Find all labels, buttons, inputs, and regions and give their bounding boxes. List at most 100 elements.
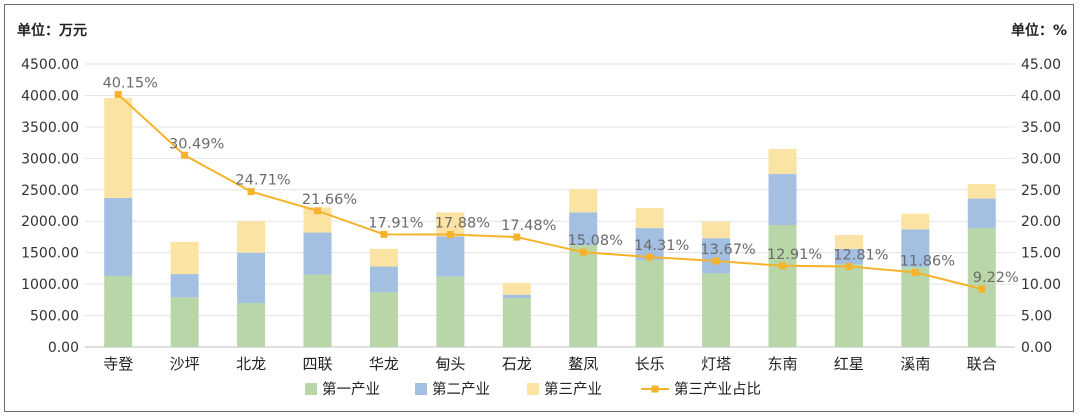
ratio-marker: [513, 233, 521, 241]
ratio-marker: [579, 248, 587, 256]
category-label: 四联: [302, 355, 332, 373]
bar-segment-1: [436, 276, 465, 347]
legend-label: 第三产业: [544, 380, 602, 398]
right-tick-label: 0.00: [1021, 340, 1052, 356]
bar-segment-1: [104, 275, 133, 347]
category-label: 溪南: [900, 355, 930, 373]
category-label: 联合: [967, 355, 997, 373]
ratio-data-label: 15.08%: [568, 233, 623, 249]
ratio-marker: [114, 91, 122, 99]
ratio-marker: [380, 230, 388, 238]
left-tick-label: 2500.00: [21, 183, 79, 199]
category-label: 甸头: [435, 355, 465, 373]
bar-segment-1: [569, 245, 598, 347]
category-label: 红星: [834, 355, 864, 373]
right-tick-label: 5.00: [1021, 309, 1052, 325]
gridlines: [85, 63, 1015, 348]
ratio-marker: [911, 268, 919, 276]
bar-segment-3: [635, 208, 664, 229]
bar-segment-3: [104, 97, 133, 198]
ratio-data-label: 11.86%: [900, 253, 955, 269]
legend-label: 第三产业占比: [674, 380, 761, 398]
bar-segment-2: [967, 198, 996, 229]
bar-segment-2: [502, 294, 531, 298]
right-axis-unit: 单位：%: [1011, 22, 1067, 39]
ratio-data-label: 17.88%: [435, 216, 490, 232]
right-tick-label: 40.00: [1021, 88, 1061, 104]
left-tick-label: 500.00: [30, 309, 79, 325]
ratio-marker: [646, 253, 654, 261]
category-label: 长乐: [635, 355, 665, 373]
ratio-data-label: 12.81%: [833, 247, 888, 263]
ratio-line-layer: 40.15% 30.49% 24.71% 21.66% 17.91% 17.88% 17.4…: [103, 76, 1019, 293]
bar-segment-1: [901, 267, 930, 347]
ratio-data-label: 13.67%: [700, 242, 755, 258]
legend: 第一产业 第二产业 第三产业 第三产业占比: [305, 380, 761, 398]
bar-segment-2: [702, 238, 731, 274]
right-tick-label: 10.00: [1021, 277, 1061, 293]
right-tick-label: 25.00: [1021, 183, 1061, 199]
category-label: 石龙: [502, 355, 532, 373]
category-label: 鳌凤: [568, 355, 598, 373]
bar-segment-3: [901, 213, 930, 230]
ratio-data-label: 21.66%: [302, 192, 357, 208]
ratio-data-label: 30.49%: [169, 136, 224, 152]
bar-segment-3: [369, 248, 398, 267]
ratio-line: [117, 93, 983, 290]
bar-segment-1: [702, 273, 731, 347]
left-axis-unit: 单位：万元: [17, 22, 87, 39]
left-tick-label: 4500.00: [21, 57, 79, 73]
left-tick-label: 1500.00: [21, 246, 79, 262]
chart-frame: 40.15% 30.49% 24.71% 21.66% 17.91% 17.88% 17.4…: [4, 4, 1074, 412]
right-tick-label: 45.00: [1021, 57, 1061, 73]
bar-segment-1: [502, 297, 531, 347]
bar-segment-1: [834, 263, 863, 347]
bar-segment-2: [901, 229, 930, 268]
right-tick-label: 30.00: [1021, 151, 1061, 167]
ratio-data-label: 24.71%: [235, 173, 290, 189]
left-tick-label: 2000.00: [21, 214, 79, 230]
ratio-marker: [712, 257, 720, 265]
ratio-marker: [446, 231, 454, 239]
ratio-data-label: 40.15%: [103, 76, 158, 92]
ratio-marker: [181, 151, 189, 159]
left-tick-label: 4000.00: [21, 88, 79, 104]
bar-segment-2: [569, 212, 598, 246]
ratio-data-label: 12.91%: [767, 247, 822, 263]
legend-label: 第二产业: [432, 380, 490, 398]
bar-segment-1: [768, 224, 797, 347]
legend-swatch: [415, 383, 427, 395]
bar-segment-2: [369, 266, 398, 293]
legend-swatch: [527, 383, 539, 395]
bar-segment-1: [635, 260, 664, 347]
right-tick-label: 20.00: [1021, 214, 1061, 230]
left-tick-label: 1000.00: [21, 277, 79, 293]
bar-layer: [104, 97, 996, 347]
bar-segment-2: [768, 174, 797, 225]
legend-marker: [651, 385, 659, 393]
bar-segment-2: [303, 232, 332, 275]
bar-segment-2: [170, 274, 199, 298]
category-label: 沙坪: [170, 355, 200, 373]
bar-segment-3: [834, 235, 863, 249]
ratio-data-label: 17.91%: [368, 215, 423, 231]
bar-segment-2: [237, 252, 266, 303]
bar-segment-1: [303, 274, 332, 347]
bar-segment-3: [569, 189, 598, 213]
left-tick-label: 3000.00: [21, 151, 79, 167]
category-label: 东南: [767, 355, 797, 373]
ratio-marker: [978, 285, 986, 293]
category-label: 华龙: [369, 355, 399, 373]
category-label: 北龙: [236, 355, 266, 373]
bar-segment-2: [834, 248, 863, 264]
category-label: 灯塔: [701, 355, 731, 373]
legend-label: 第一产业: [322, 380, 380, 398]
bar-segment-3: [768, 148, 797, 175]
left-tick-label: 0.00: [48, 340, 79, 356]
ratio-marker: [314, 207, 321, 215]
ratio-marker: [779, 262, 786, 270]
stacked-bar-line-chart: 40.15% 30.49% 24.71% 21.66% 17.91% 17.88% 17.4…: [17, 22, 1067, 398]
bar-segment-2: [436, 236, 465, 277]
right-tick-label: 35.00: [1021, 120, 1061, 136]
bar-segment-2: [104, 197, 133, 276]
